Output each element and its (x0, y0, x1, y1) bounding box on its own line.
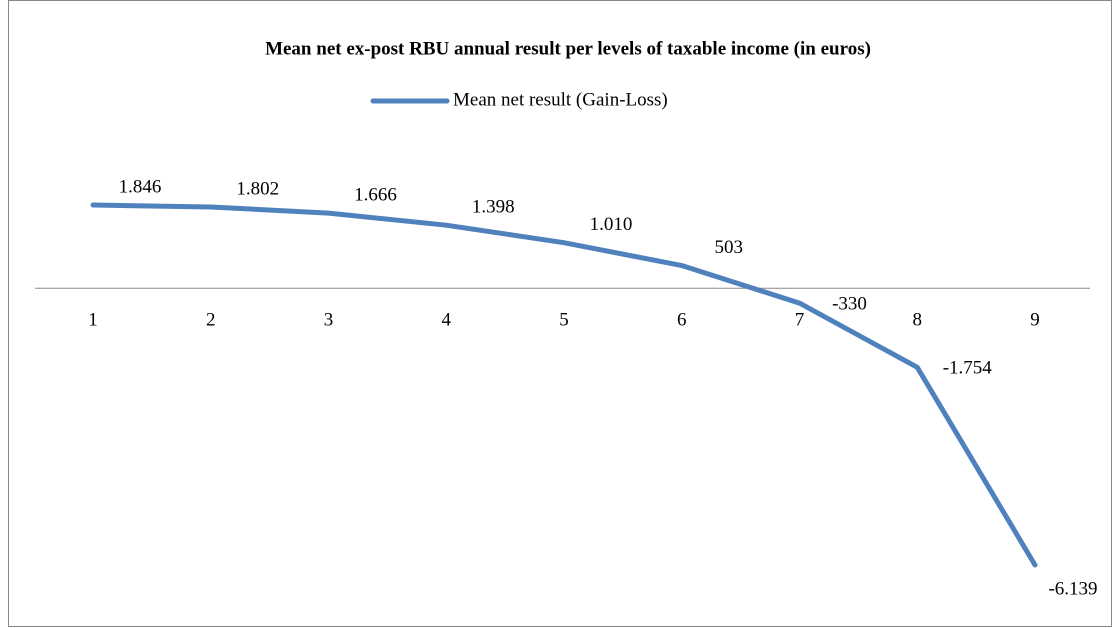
chart-frame (8, 0, 1112, 627)
data-label: 1.398 (472, 197, 515, 218)
data-label: 1.802 (236, 178, 279, 199)
data-label: -1.754 (943, 358, 993, 379)
data-line (90, 202, 1038, 568)
x-tick-label: 1 (88, 310, 98, 331)
data-label: 1.846 (119, 176, 162, 197)
data-label: -6.139 (1048, 578, 1097, 599)
x-tick-label: 2 (206, 310, 216, 331)
x-tick-label: 9 (1030, 310, 1040, 331)
x-tick-label: 7 (795, 310, 805, 331)
data-label: 503 (715, 237, 744, 258)
data-label: -330 (832, 293, 867, 314)
data-label: 1.666 (354, 184, 397, 205)
legend-label: Mean net result (Gain-Loss) (453, 89, 668, 110)
data-label: 1.010 (590, 214, 633, 235)
x-tick-label: 5 (559, 310, 569, 331)
chart-title: Mean net ex-post RBU annual result per l… (265, 38, 871, 59)
x-tick-label: 3 (324, 310, 334, 331)
x-tick-label: 8 (913, 310, 923, 331)
x-tick-label: 4 (442, 310, 452, 331)
x-tick-label: 6 (677, 310, 687, 331)
